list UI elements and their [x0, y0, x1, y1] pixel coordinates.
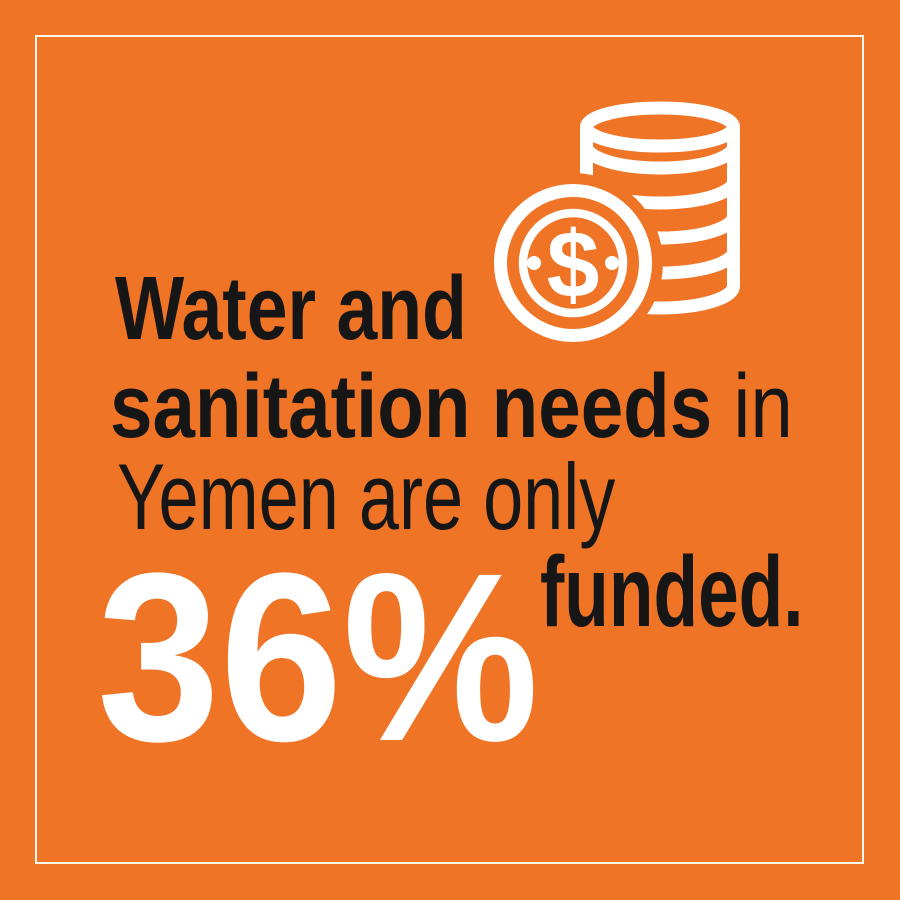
headline-line-3: Yemen are only — [117, 450, 615, 544]
headline-line-1: Water and — [115, 264, 467, 354]
headline-line-3-regular: Yemen are only — [117, 444, 616, 549]
headline-line-2-bold: sanitation needs — [110, 357, 713, 457]
right-dot — [605, 256, 619, 270]
headline-line-2-regular: in — [712, 357, 793, 457]
stat-percentage: 36% — [97, 523, 539, 791]
stat-suffix: funded. — [540, 536, 804, 648]
dollar-sign-glyph: $ — [547, 212, 600, 318]
money-coins-icon: $ — [483, 101, 740, 352]
dollar-coin: $ — [483, 173, 663, 352]
headline-line-2: sanitation needs in — [110, 362, 793, 452]
left-dot — [527, 256, 541, 270]
headline-line-1-bold: Water and — [115, 259, 467, 359]
